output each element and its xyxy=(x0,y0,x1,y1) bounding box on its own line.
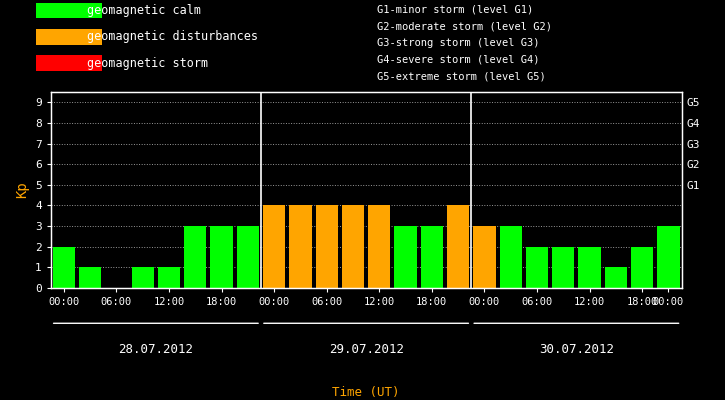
Text: Time (UT): Time (UT) xyxy=(332,386,400,399)
Bar xyxy=(579,247,601,288)
Bar xyxy=(447,206,469,288)
Bar xyxy=(236,226,259,288)
Bar xyxy=(420,226,443,288)
Bar xyxy=(184,226,207,288)
Bar xyxy=(394,226,417,288)
Text: 30.07.2012: 30.07.2012 xyxy=(539,343,614,356)
Text: 29.07.2012: 29.07.2012 xyxy=(328,343,404,356)
Text: G4-severe storm (level G4): G4-severe storm (level G4) xyxy=(377,54,539,64)
Bar xyxy=(131,267,154,288)
Text: geomagnetic calm: geomagnetic calm xyxy=(87,4,201,17)
Bar xyxy=(263,206,286,288)
Bar xyxy=(631,247,653,288)
FancyBboxPatch shape xyxy=(36,3,102,18)
Bar xyxy=(473,226,496,288)
Bar xyxy=(315,206,338,288)
Bar xyxy=(552,247,574,288)
Bar xyxy=(210,226,233,288)
Text: G2-moderate storm (level G2): G2-moderate storm (level G2) xyxy=(377,21,552,31)
Bar xyxy=(368,206,391,288)
Text: geomagnetic storm: geomagnetic storm xyxy=(87,57,208,70)
FancyBboxPatch shape xyxy=(36,29,102,45)
Bar xyxy=(79,267,102,288)
Bar xyxy=(53,247,75,288)
Bar xyxy=(341,206,364,288)
Y-axis label: Kp: Kp xyxy=(15,182,30,198)
FancyBboxPatch shape xyxy=(36,56,102,71)
Bar xyxy=(605,267,627,288)
Text: G5-extreme storm (level G5): G5-extreme storm (level G5) xyxy=(377,71,546,81)
Bar xyxy=(289,206,312,288)
Text: 28.07.2012: 28.07.2012 xyxy=(118,343,194,356)
Bar xyxy=(657,226,679,288)
Text: G3-strong storm (level G3): G3-strong storm (level G3) xyxy=(377,38,539,48)
Text: G1-minor storm (level G1): G1-minor storm (level G1) xyxy=(377,4,534,14)
Text: geomagnetic disturbances: geomagnetic disturbances xyxy=(87,30,258,44)
Bar xyxy=(500,226,522,288)
Bar xyxy=(526,247,548,288)
Bar xyxy=(158,267,181,288)
